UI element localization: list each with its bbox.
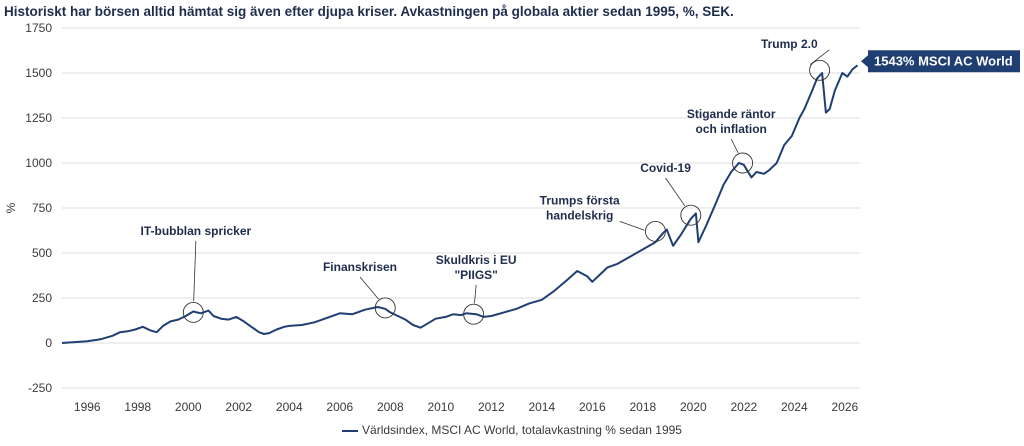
annotation-leader [359, 276, 379, 300]
annotation-circle [732, 152, 754, 174]
x-tick-label: 2010 [427, 400, 454, 414]
x-tick-label: 2014 [528, 400, 555, 414]
x-tick-label: 2012 [478, 400, 505, 414]
annotation-circle [644, 220, 666, 242]
annotation-label: handelskrig [546, 208, 613, 222]
y-axis-label: % [4, 202, 18, 213]
annotation-label: IT-bubblan spricker [140, 224, 251, 238]
x-tick-label: 2006 [326, 400, 353, 414]
x-tick-label: 2020 [680, 400, 707, 414]
y-tick-label: 500 [32, 246, 52, 260]
y-tick-label: -250 [28, 381, 52, 395]
x-tick-label: 2018 [629, 400, 656, 414]
x-tick-label: 2008 [377, 400, 404, 414]
y-tick-label: 0 [45, 336, 52, 350]
annotation-label: Skuldkris i EU [436, 253, 517, 267]
x-tick-label: 1996 [74, 400, 101, 414]
end-label-pointer [861, 55, 868, 68]
legend: Världsindex, MSCI AC World, totalavkastn… [0, 423, 1024, 437]
annotation-leader [193, 240, 197, 302]
annotation-circle [809, 59, 831, 81]
end-label-group: 1543% MSCI AC World [861, 50, 1020, 73]
annotation-label: och inflation [696, 122, 767, 136]
x-tick-label: 2002 [225, 400, 252, 414]
x-tick-label: 2000 [175, 400, 202, 414]
x-tick-label: 1998 [124, 400, 151, 414]
annotation-circle [463, 303, 485, 325]
gridlines [62, 27, 860, 389]
annotation-leader [474, 284, 477, 304]
legend-label: Världsindex, MSCI AC World, totalavkastn… [362, 423, 682, 437]
legend-swatch [342, 429, 359, 432]
y-tick-label: 250 [32, 291, 52, 305]
y-tick-label: 1750 [25, 21, 52, 35]
x-tick-label: 2026 [831, 400, 858, 414]
end-label-background [868, 50, 1020, 73]
y-tick-label: 1500 [25, 66, 52, 80]
annotations: IT-bubblan spricker Finanskrisen Skuldkris… [140, 37, 831, 325]
annotation-label: Stigande räntor [687, 107, 776, 121]
annotation-label: Trumps första [540, 193, 620, 207]
chart-title: Historiskt har börsen alltid hämtat sig … [4, 4, 734, 19]
annotation-label: Finanskrisen [323, 260, 397, 274]
annotation-circle [680, 204, 702, 226]
annotation-label: Covid-19 [640, 161, 691, 175]
annotation-label: "PIIGS" [454, 268, 497, 282]
end-label: 1543% MSCI AC World [874, 53, 1013, 68]
annotation-leader [665, 177, 686, 207]
x-tick-label: 2004 [276, 400, 303, 414]
x-axis: 1996 1998 2000 2002 2004 2006 2008 2010 2012 2014… [74, 400, 859, 414]
annotation-circle [374, 297, 396, 319]
x-tick-label: 2024 [781, 400, 808, 414]
y-tick-label: 750 [32, 201, 52, 215]
annotation-label: Trump 2.0 [761, 37, 818, 51]
annotation-circle [182, 301, 204, 323]
x-tick-label: 2016 [579, 400, 606, 414]
y-axis: -250 0 250 500 750 1000 1250 1500 1750 [25, 21, 52, 395]
x-tick-label: 2022 [730, 400, 757, 414]
annotation-leader [619, 221, 645, 231]
y-tick-label: 1000 [25, 156, 52, 170]
y-tick-label: 1250 [25, 111, 52, 125]
annotation-leader [730, 138, 739, 154]
